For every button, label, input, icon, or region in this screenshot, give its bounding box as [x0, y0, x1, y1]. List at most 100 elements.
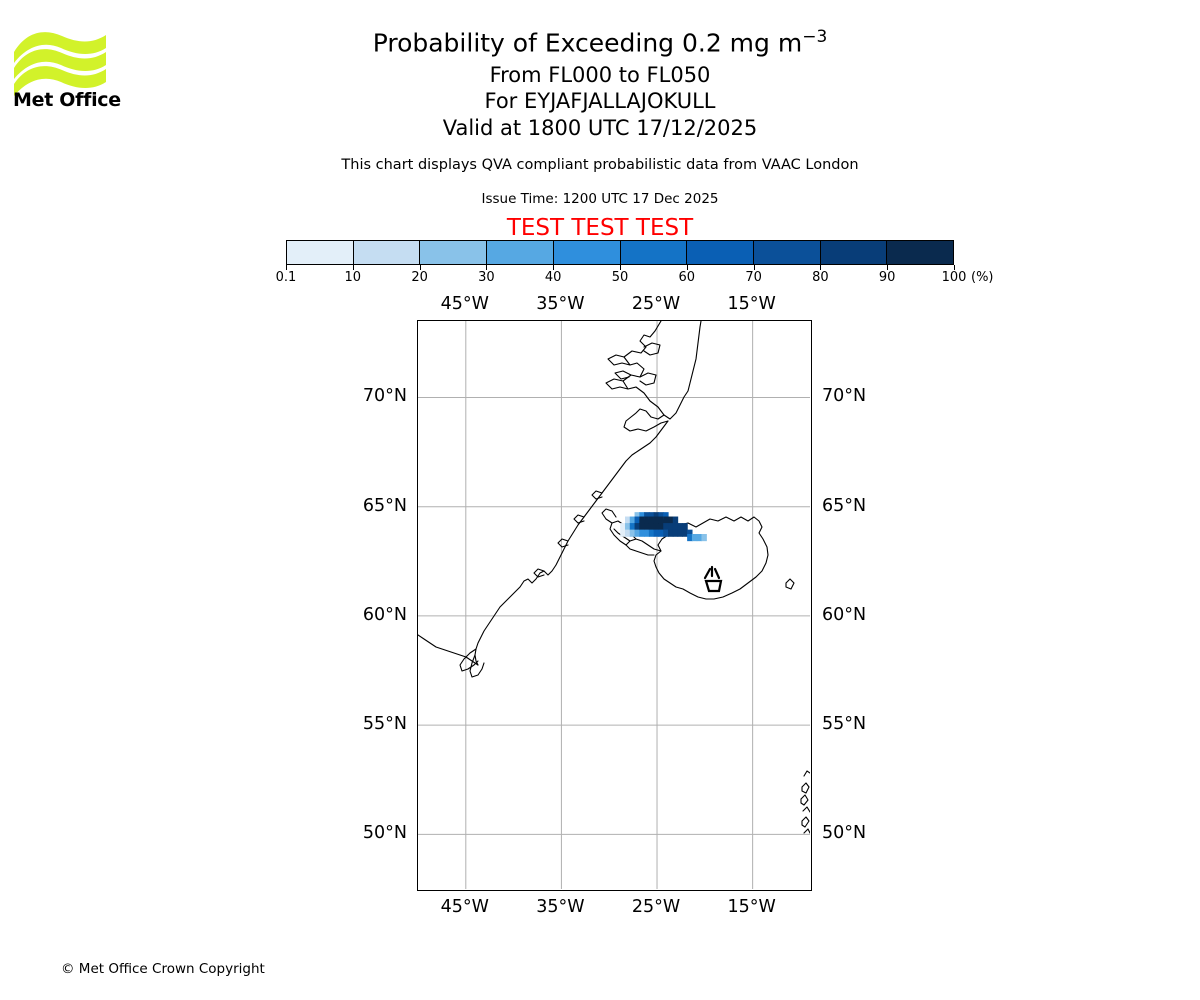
lat-label-60°N-left: 60°N	[362, 604, 407, 625]
colorbar-tick-20	[419, 265, 421, 270]
ash-cell	[682, 523, 688, 531]
greenland-coast-east	[622, 321, 702, 420]
ash-cell	[687, 534, 693, 542]
lon-label-35°W-top: 35°W	[536, 294, 585, 314]
greenland-cape-a	[459, 648, 479, 672]
ash-cell	[663, 529, 669, 537]
faroe-islands	[785, 578, 795, 590]
greenland-island-b	[643, 342, 661, 356]
colorbar-tick-label-80: 80	[812, 270, 829, 285]
page-title-text: Probability of Exceeding 0.2 mg m	[372, 28, 803, 58]
colorbar-tick-90	[887, 265, 889, 270]
iceland-westfjords-arm	[625, 538, 662, 556]
ash-cell	[687, 529, 693, 537]
scotland-coast-c	[803, 828, 810, 834]
greenland-cape-b	[469, 654, 485, 678]
colorbar-tick-70	[753, 265, 755, 270]
colorbar-tick-10	[352, 265, 354, 270]
colorbar-tick-label-60: 60	[678, 270, 696, 285]
lat-label-55°N-left: 55°N	[362, 714, 407, 735]
iceland-coast	[653, 516, 769, 600]
ash-cell	[658, 516, 664, 524]
ash-cell	[658, 512, 664, 520]
colorbar-tick-label-0.1: 0.1	[275, 270, 297, 285]
page-title-exponent: −3	[802, 27, 828, 47]
ash-cell	[629, 529, 636, 537]
ash-cell	[620, 529, 626, 537]
colorbar-segment-5	[619, 241, 687, 264]
colorbar-tick-80	[820, 265, 822, 270]
ash-cell	[639, 512, 645, 520]
page-title: Probability of Exceeding 0.2 mg m−3	[0, 27, 1200, 57]
ash-cell	[653, 512, 660, 520]
greenland-fjord-b	[605, 378, 629, 390]
ash-cell	[663, 512, 669, 520]
greenland-coast-southtip	[418, 634, 479, 666]
ash-cell	[634, 512, 640, 520]
greenland-inlet-a	[557, 538, 569, 548]
ash-cell	[672, 516, 679, 524]
ash-cell	[658, 523, 664, 531]
greenland-coast-south	[623, 408, 669, 432]
map-panel[interactable]	[417, 320, 812, 891]
ash-cell	[620, 523, 626, 531]
ash-cell	[639, 523, 645, 531]
colorbar-segment-7	[752, 241, 820, 264]
ash-cell	[668, 523, 674, 531]
ash-cell	[639, 516, 645, 524]
greenland-inlet-d	[533, 568, 545, 578]
ash-cell	[648, 523, 655, 531]
colorbar-segment-6	[686, 241, 753, 264]
greenland-fjord-c	[614, 370, 632, 380]
greenland-inlet-c	[591, 490, 603, 500]
ash-cell	[668, 529, 674, 537]
greenland-coast-west	[474, 420, 669, 666]
lon-label-35°W-bottom: 35°W	[536, 897, 585, 917]
lat-label-60°N-right: 60°N	[822, 604, 867, 625]
colorbar-segment-9	[886, 241, 954, 264]
colorbar-segment-1	[352, 241, 420, 264]
lon-label-15°W-bottom: 15°W	[727, 897, 776, 917]
ash-cell	[644, 516, 650, 524]
lon-label-25°W-bottom: 25°W	[631, 897, 681, 917]
ash-cell	[663, 523, 669, 531]
qva-compliance-note: This chart displays QVA compliant probab…	[341, 157, 859, 173]
hebrides-isle-a	[801, 782, 810, 794]
lon-label-15°W-top: 15°W	[727, 294, 776, 314]
ash-cell	[653, 516, 660, 524]
ash-cell	[658, 529, 664, 537]
colorbar-segment-8	[819, 241, 887, 264]
probability-colorbar	[286, 240, 954, 265]
greenland-inlet-b	[573, 514, 585, 524]
ash-cell	[677, 529, 683, 537]
flight-level-subtitle: From FL000 to FL050	[489, 63, 711, 87]
map-gridlines	[418, 321, 810, 889]
ash-cell	[663, 516, 669, 524]
hebrides-isle-c	[801, 816, 810, 828]
ash-cell	[639, 529, 645, 537]
lat-label-70°N-right: 70°N	[822, 386, 867, 407]
lat-label-65°N-left: 65°N	[362, 495, 407, 516]
ash-cell	[701, 534, 707, 542]
ash-cell	[624, 523, 631, 531]
colorbar-tick-label-50: 50	[611, 270, 629, 285]
colorbar-tick-50	[620, 265, 621, 270]
map-graphics	[418, 321, 810, 889]
ash-cell	[648, 512, 655, 520]
colorbar-tick-label-10: 10	[344, 270, 362, 285]
colorbar-segment-3	[486, 241, 553, 264]
ash-cell	[644, 529, 650, 537]
met-office-wave-icon	[14, 32, 106, 96]
met-office-logo	[12, 22, 122, 117]
volcano-marker-icon	[703, 565, 723, 593]
lon-label-45°W-bottom: 45°W	[440, 897, 489, 917]
colorbar-tick-label-100: 100	[941, 270, 967, 285]
ash-cell	[672, 523, 679, 531]
ash-cell	[653, 529, 660, 537]
hebrides-isle-b	[800, 794, 809, 806]
ash-cell	[634, 523, 640, 531]
colorbar-tick-label-70: 70	[745, 270, 762, 285]
colorbar-tick-100	[954, 265, 955, 270]
lat-label-65°N-right: 65°N	[822, 495, 867, 516]
colorbar-units-label: (%)	[971, 270, 994, 285]
